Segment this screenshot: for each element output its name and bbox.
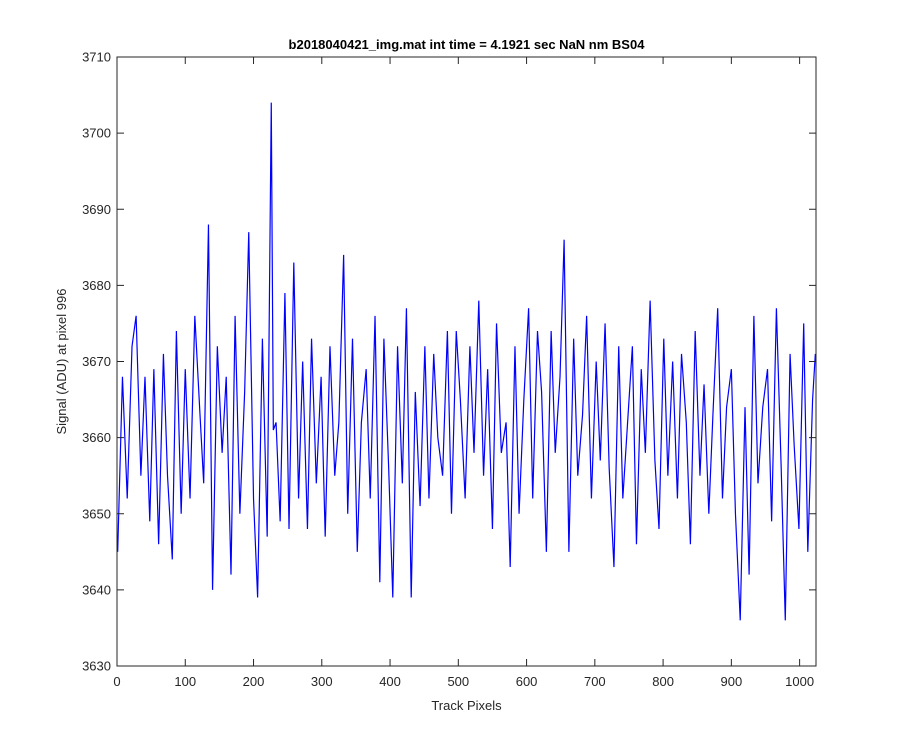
y-tick-label: 3710 — [82, 50, 111, 65]
plot-area: 0 100 200 300 400 500 600 700 800 900 1000 3630 3640… — [82, 50, 817, 689]
x-tick-label: 400 — [379, 674, 401, 689]
y-tick-label: 3650 — [82, 506, 111, 521]
y-tick-label: 3660 — [82, 430, 111, 445]
x-tick-label: 500 — [447, 674, 469, 689]
y-tick-label: 3690 — [82, 202, 111, 217]
x-tick-label: 600 — [516, 674, 538, 689]
y-tick-label: 3640 — [82, 582, 111, 597]
x-tick-label: 700 — [584, 674, 606, 689]
x-tick-label: 100 — [174, 674, 196, 689]
x-tick-label: 200 — [243, 674, 265, 689]
y-tick-label: 3670 — [82, 354, 111, 369]
x-tick-label: 900 — [721, 674, 743, 689]
x-tick-label: 1000 — [785, 674, 814, 689]
x-tick-label: 800 — [652, 674, 674, 689]
x-tick-label: 0 — [113, 674, 120, 689]
x-axis-label: Track Pixels — [431, 698, 502, 713]
chart-title: b2018040421_img.mat int time = 4.1921 se… — [289, 37, 646, 52]
y-tick-label: 3680 — [82, 278, 111, 293]
axes-background — [117, 57, 816, 666]
x-tick-label: 300 — [311, 674, 333, 689]
y-tick-label: 3700 — [82, 126, 111, 141]
y-tick-label: 3630 — [82, 659, 111, 674]
signal-series-line — [117, 102, 816, 621]
y-axis-label: Signal (ADU) at pixel 996 — [54, 289, 69, 435]
